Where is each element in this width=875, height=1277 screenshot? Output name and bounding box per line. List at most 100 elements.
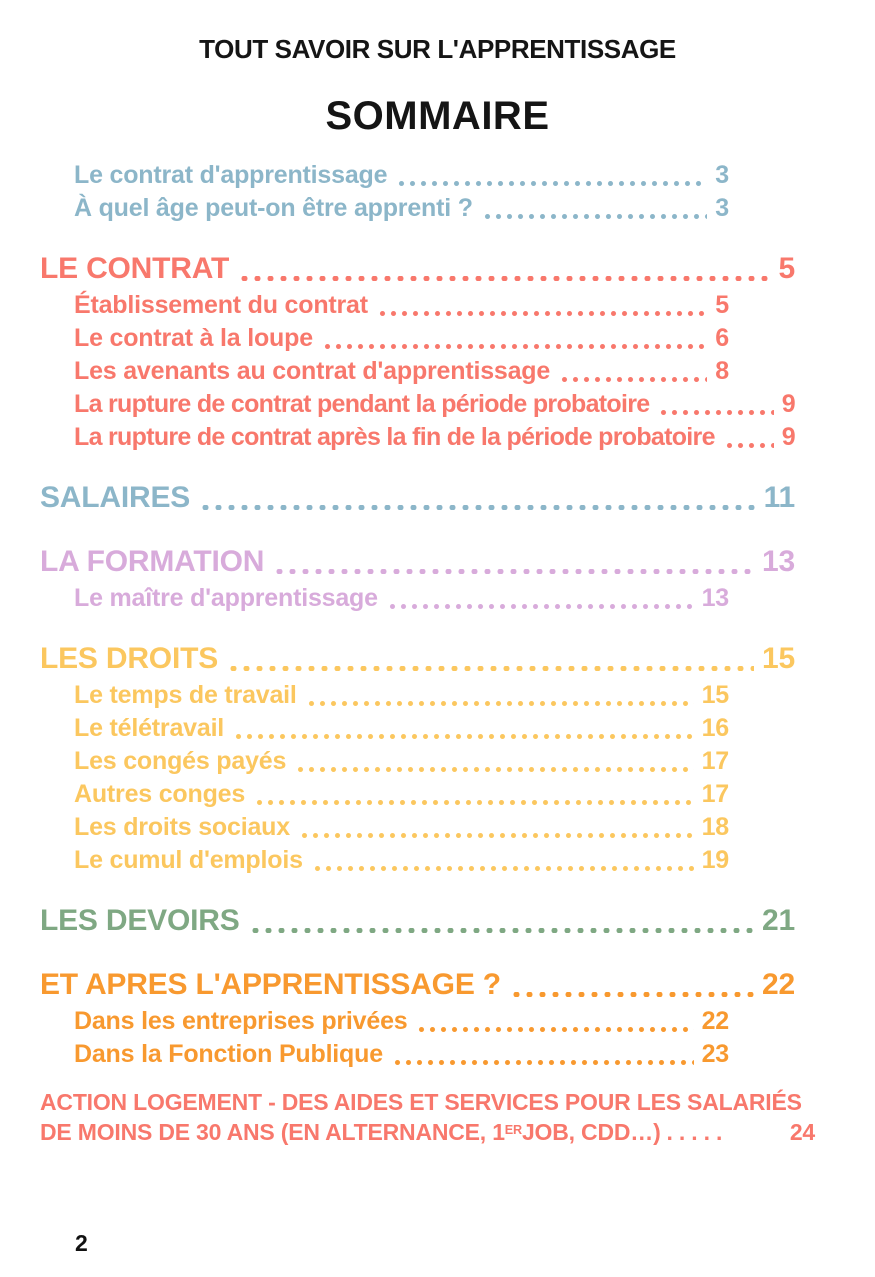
toc-entry-label: Le temps de travail (74, 681, 297, 709)
toc-entry-label: La rupture de contrat après la fin de la… (74, 423, 715, 451)
toc-entry-label: LA FORMATION (40, 545, 265, 578)
dot-leader (416, 1005, 694, 1038)
dot-leader (254, 778, 694, 811)
toc-entry-quel-age[interactable]: À quel âge peut-on être apprenti ? 3 (74, 192, 729, 225)
toc-entry-droits-sociaux[interactable]: Les droits sociaux 18 (74, 811, 729, 844)
toc-entry-label: À quel âge peut-on être apprenti ? (74, 194, 473, 222)
toc-entry-label: Autres conges (74, 780, 246, 808)
toc-entry-label: Dans les entreprises privées (74, 1007, 408, 1035)
toc-entry-page: 15 (701, 681, 730, 709)
toc-entry-label: Le télétravail (74, 714, 225, 742)
toc-entry-page: 3 (715, 194, 729, 222)
toc-entry-action-logement[interactable]: ACTION LOGEMENT - DES AIDES ET SERVICES … (40, 1087, 815, 1151)
dot-leader (509, 965, 755, 1005)
toc-entry-page: 13 (701, 584, 730, 612)
toc-entry-page: 17 (701, 780, 730, 808)
toc-entry-fonction-publique[interactable]: Dans la Fonction Publique 23 (74, 1038, 729, 1071)
toc-entry-page: 13 (762, 545, 795, 578)
toc-entry-label: Les congés payés (74, 747, 287, 775)
toc-entry-label: SALAIRES (40, 481, 191, 514)
toc-entry-page: 3 (715, 161, 729, 189)
dot-leader (386, 582, 694, 615)
toc-section-apres-apprentissage[interactable]: ET APRES L'APPRENTISSAGE ? 22 (40, 965, 795, 1005)
toc-entry-contrat-loupe[interactable]: Le contrat à la loupe 6 (74, 322, 729, 355)
page-number: 2 (75, 1230, 88, 1256)
toc-entry-label: Les avenants au contrat d'apprentissage (74, 357, 551, 385)
dot-leader (199, 478, 756, 518)
document-title: TOUT SAVOIR SUR L'APPRENTISSAGE (199, 34, 676, 64)
toc-entry-label: La rupture de contrat pendant la période… (74, 390, 650, 418)
toc-entry-page: 24 (789, 1119, 815, 1145)
toc-entry-page: 5 (715, 291, 729, 319)
page-title: SOMMAIRE (325, 94, 550, 138)
dot-leader (321, 322, 708, 355)
action-logement-line1: ACTION LOGEMENT - DES AIDES ET SERVICES … (40, 1089, 802, 1115)
toc-entry-teletravail[interactable]: Le télétravail 16 (74, 712, 729, 745)
dot-leader (723, 421, 774, 454)
toc-entry-rupture-pendant[interactable]: La rupture de contrat pendant la période… (74, 388, 796, 421)
dot-leader (227, 639, 755, 679)
dot-leader (233, 712, 694, 745)
toc-entry-autres-conges[interactable]: Autres conges 17 (74, 778, 729, 811)
action-logement-line2-text: DE MOINS DE 30 ANS (EN ALTERNANCE, 1 (40, 1119, 505, 1145)
toc-entry-cumul-emplois[interactable]: Le cumul d'emplois 19 (74, 844, 729, 877)
toc-entry-label: Les droits sociaux (74, 813, 290, 841)
table-of-contents: Le contrat d'apprentissage 3 À quel âge … (40, 159, 796, 1071)
toc-entry-page: 23 (701, 1040, 730, 1068)
toc-entry-label: Le contrat à la loupe (74, 324, 313, 352)
dot-leader (376, 289, 708, 322)
dot-leader (391, 1038, 694, 1071)
toc-entry-page: 16 (701, 714, 730, 742)
toc-entry-temps-travail[interactable]: Le temps de travail 15 (74, 679, 729, 712)
toc-entry-rupture-apres[interactable]: La rupture de contrat après la fin de la… (74, 421, 796, 454)
toc-entry-page: 22 (701, 1007, 730, 1035)
toc-entry-label: Établissement du contrat (74, 291, 368, 319)
dot-leader (559, 355, 708, 388)
toc-entry-page: 19 (701, 846, 730, 874)
toc-entry-page: 6 (715, 324, 729, 352)
dot-leader (273, 542, 755, 582)
action-logement-line2: DE MOINS DE 30 ANS (EN ALTERNANCE, 1 ER J… (40, 1117, 815, 1151)
toc-entry-label: ET APRES L'APPRENTISSAGE ? (40, 968, 501, 1001)
action-logement-line2-suffix: JOB, CDD…) (521, 1119, 661, 1145)
toc-entry-label: LES DROITS (40, 642, 219, 675)
toc-entry-page: 21 (762, 904, 795, 937)
toc-section-les-droits[interactable]: LES DROITS 15 (40, 639, 795, 679)
dot-leader (248, 901, 755, 941)
dot-leader (658, 388, 774, 421)
dot-leader (396, 159, 708, 192)
dot-leader (238, 249, 771, 289)
toc-entry-page: 9 (781, 390, 796, 418)
toc-entry-contrat-apprentissage[interactable]: Le contrat d'apprentissage 3 (74, 159, 729, 192)
dot-leader (295, 745, 694, 778)
toc-entry-avenants[interactable]: Les avenants au contrat d'apprentissage … (74, 355, 729, 388)
toc-entry-label: Dans la Fonction Publique (74, 1040, 383, 1068)
dot-leader (311, 844, 694, 877)
toc-entry-label: LE CONTRAT (40, 252, 230, 285)
toc-section-la-formation[interactable]: LA FORMATION 13 (40, 542, 795, 582)
toc-entry-page: 18 (701, 813, 730, 841)
toc-entry-page: 5 (778, 252, 796, 285)
toc-entry-label: Le contrat d'apprentissage (74, 161, 388, 189)
toc-entry-label: LES DEVOIRS (40, 904, 240, 937)
toc-entry-label: Le cumul d'emplois (74, 846, 303, 874)
toc-entry-label: Le maître d'apprentissage (74, 584, 378, 612)
toc-entry-conges-payes[interactable]: Les congés payés 17 (74, 745, 729, 778)
toc-entry-maitre-apprentissage[interactable]: Le maître d'apprentissage 13 (74, 582, 729, 615)
toc-section-les-devoirs[interactable]: LES DEVOIRS 21 (40, 901, 795, 941)
toc-entry-entreprises-privees[interactable]: Dans les entreprises privées 22 (74, 1005, 729, 1038)
toc-entry-page: 17 (701, 747, 730, 775)
toc-section-salaires[interactable]: SALAIRES 11 (40, 478, 795, 518)
toc-entry-page: 8 (715, 357, 729, 385)
sommaire-page: TOUT SAVOIR SUR L'APPRENTISSAGE SOMMAIRE… (0, 36, 875, 1277)
toc-entry-etablissement-contrat[interactable]: Établissement du contrat 5 (74, 289, 729, 322)
toc-entry-page: 15 (762, 642, 795, 675)
toc-section-le-contrat[interactable]: LE CONTRAT 5 (40, 249, 795, 289)
toc-entry-page: 22 (762, 968, 795, 1001)
dot-leader (298, 811, 694, 844)
dot-leader: . . . . . (666, 1119, 723, 1145)
toc-entry-page: 9 (781, 423, 796, 451)
toc-entry-page: 11 (763, 481, 796, 514)
dot-leader (305, 679, 694, 712)
ordinal-superscript: ER (504, 1122, 522, 1137)
